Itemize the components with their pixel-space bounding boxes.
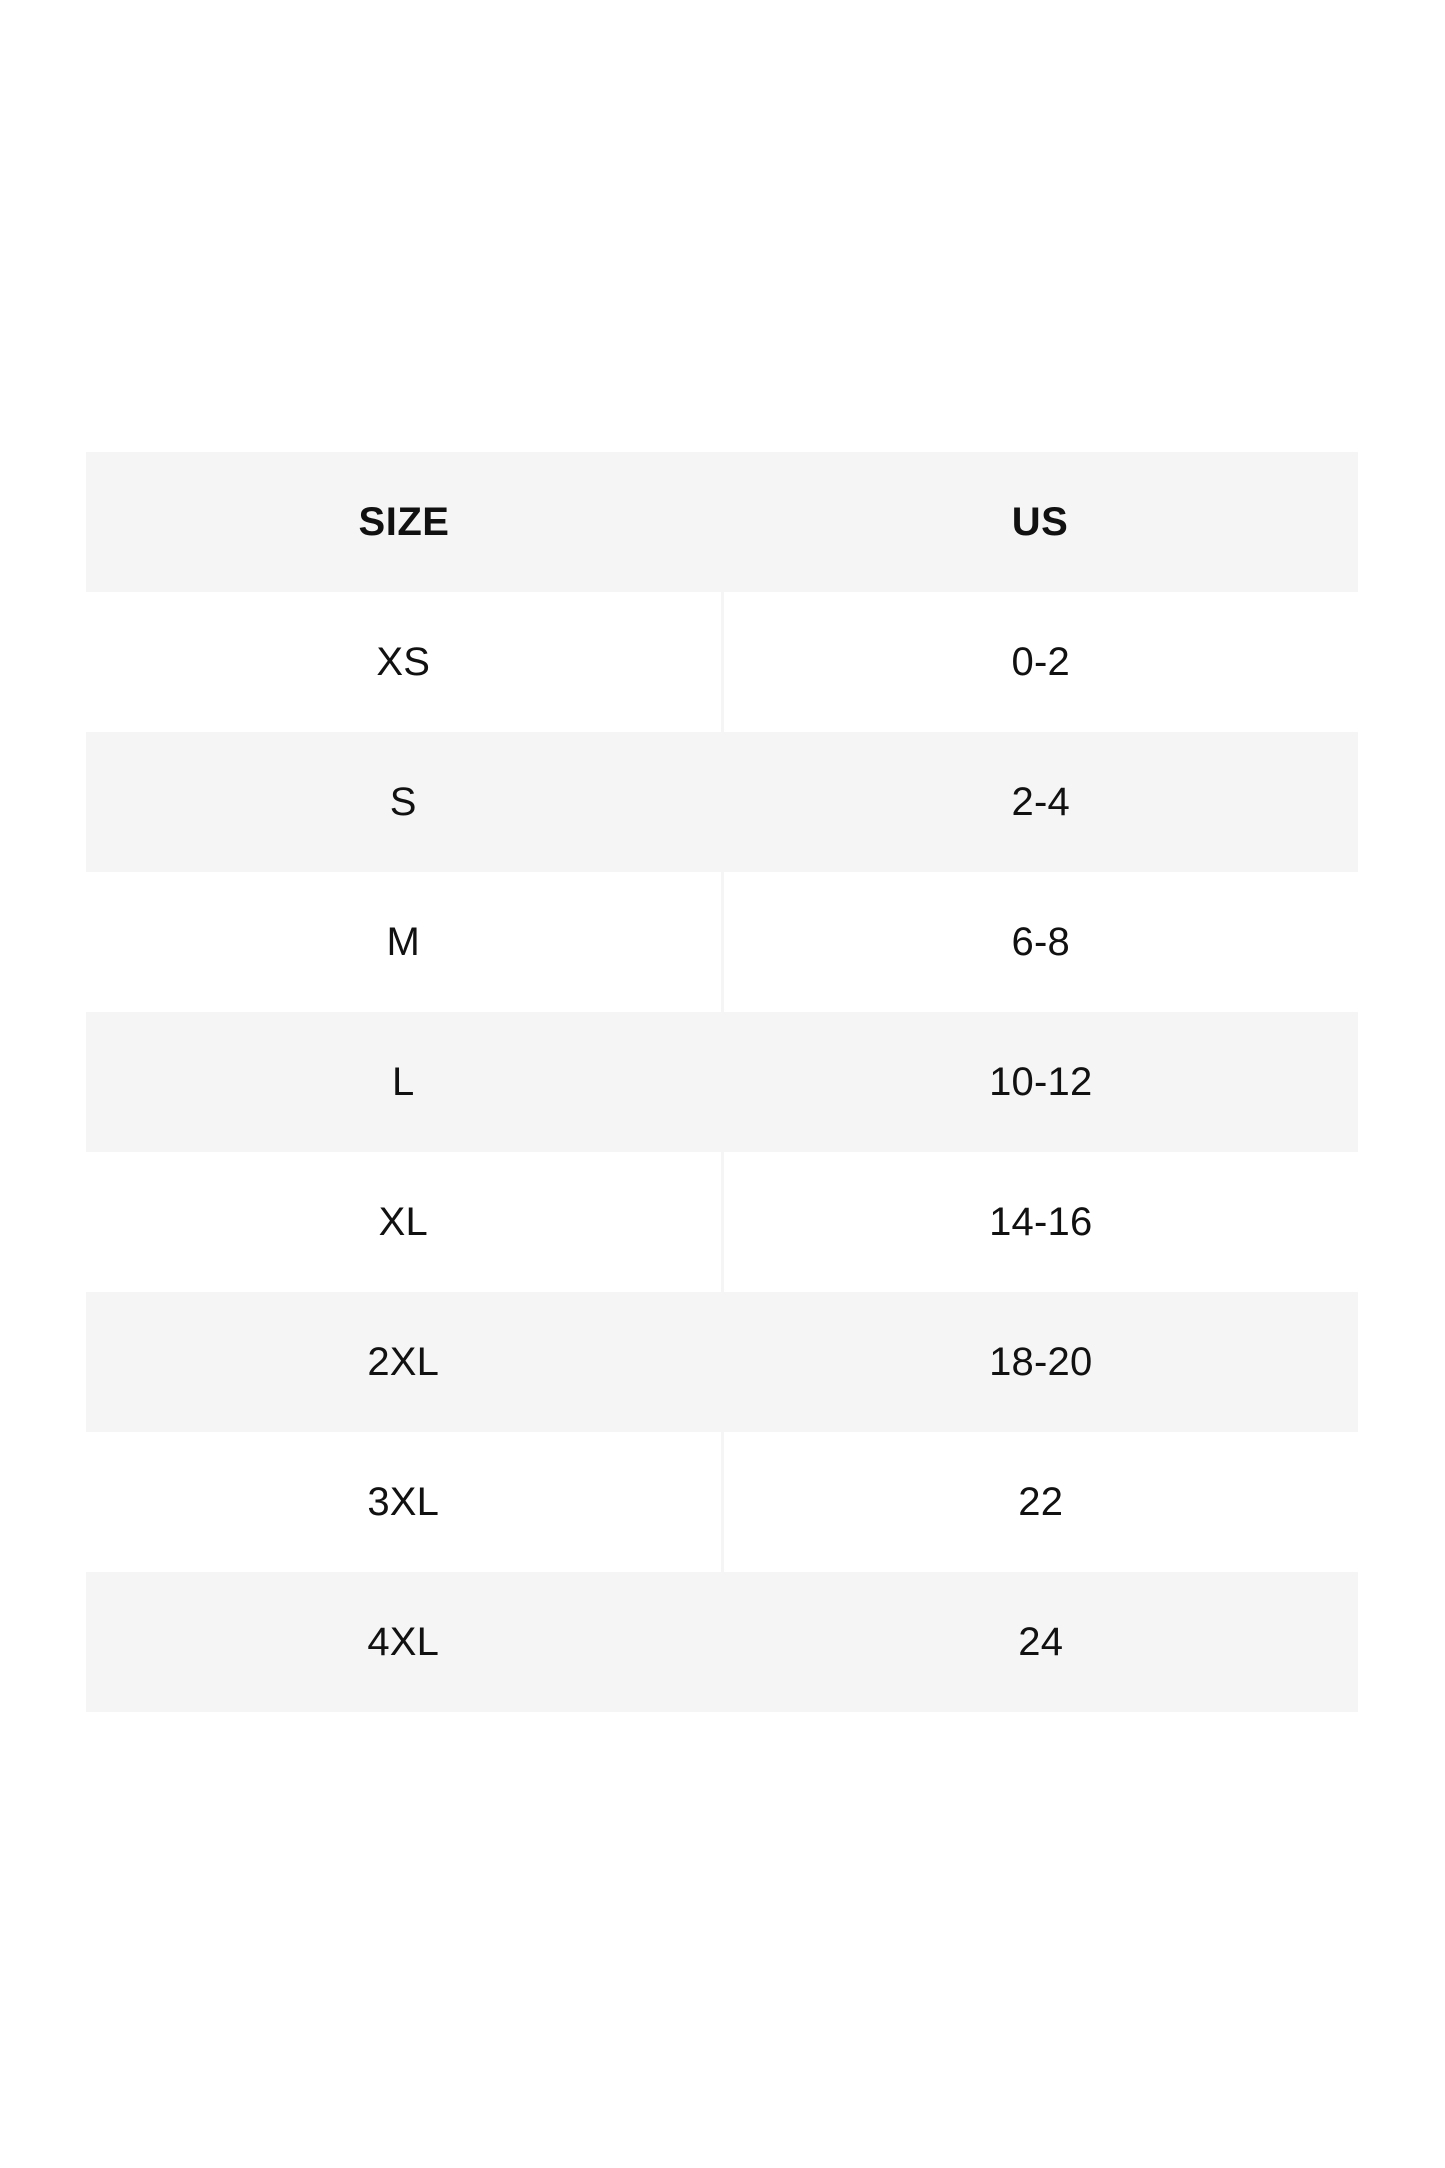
table-row: 4XL 24 [86, 1572, 1358, 1712]
size-chart-table: SIZE US XS 0-2 S 2-4 M 6-8 L 10-12 XL [86, 452, 1358, 1712]
cell-size: XS [86, 592, 724, 732]
cell-size: 2XL [86, 1292, 724, 1432]
cell-us: 6-8 [1011, 920, 1070, 964]
table-row: 2XL 18-20 [86, 1292, 1358, 1432]
size-chart-header: SIZE US [86, 452, 1358, 592]
cell-us: 0-2 [1011, 640, 1070, 684]
cell-size: 4XL [86, 1572, 724, 1712]
cell-size: 3XL [86, 1432, 724, 1572]
table-row: L 10-12 [86, 1012, 1358, 1152]
column-header-us: US [1011, 500, 1069, 544]
table-row: XS 0-2 [86, 592, 1358, 732]
table-row: XL 14-16 [86, 1152, 1358, 1292]
table-row: M 6-8 [86, 872, 1358, 1012]
size-chart-body: XS 0-2 S 2-4 M 6-8 L 10-12 XL 14-16 2XL … [86, 592, 1358, 1712]
cell-us: 14-16 [989, 1200, 1093, 1244]
cell-us: 2-4 [1011, 780, 1070, 824]
cell-us: 10-12 [989, 1060, 1093, 1104]
table-row: 3XL 22 [86, 1432, 1358, 1572]
cell-us: 22 [1018, 1480, 1064, 1524]
table-row: S 2-4 [86, 732, 1358, 872]
cell-size: M [86, 872, 724, 1012]
table-header-row: SIZE US [86, 452, 1358, 592]
cell-size: L [86, 1012, 724, 1152]
cell-size: XL [86, 1152, 724, 1292]
cell-us: 24 [1018, 1620, 1064, 1664]
column-header-size: SIZE [358, 500, 450, 544]
cell-us: 18-20 [989, 1340, 1093, 1384]
cell-size: S [86, 732, 724, 872]
